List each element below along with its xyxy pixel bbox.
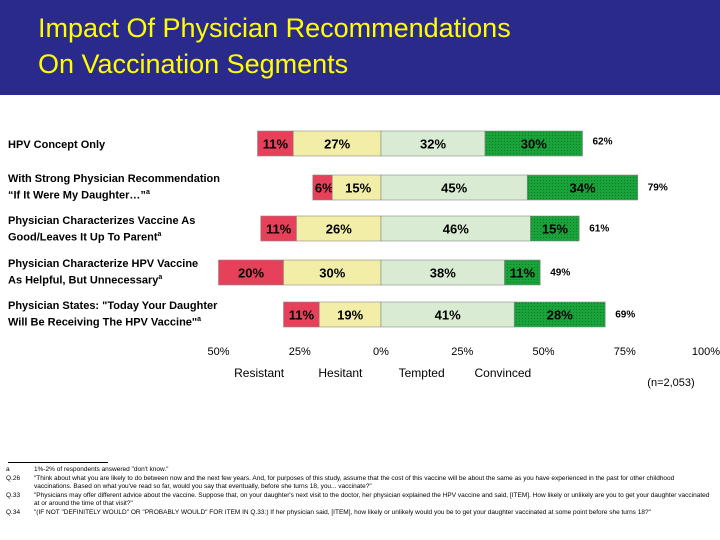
bar-convinced-row-5 xyxy=(513,301,606,328)
data-label-hesitant-row-1: 27% xyxy=(324,137,350,152)
data-label-hesitant-row-2: 15% xyxy=(345,181,371,196)
data-label-resistant-row-2: 6% xyxy=(315,181,334,196)
data-label-tempted-row-3: 46% xyxy=(443,222,469,237)
title-banner xyxy=(0,0,720,95)
row-label-4-sup: a xyxy=(158,274,163,281)
data-label-convinced-row-4: 11% xyxy=(510,266,536,281)
title-line-1: Impact Of Physician Recommendations xyxy=(38,13,511,43)
data-label-hesitant-row-5: 19% xyxy=(337,308,363,323)
data-label-tempted-row-2: 45% xyxy=(441,181,467,196)
row-label-1-line1: HPV Concept Only xyxy=(8,139,106,151)
axis-tick-4: 25% xyxy=(451,346,473,358)
data-label-convinced-row-3: 15% xyxy=(542,222,568,237)
footnote-key: Q.34 xyxy=(6,508,21,516)
data-label-tempted-row-5: 41% xyxy=(435,308,461,323)
bar-hesitant-row-3 xyxy=(296,215,382,242)
row-label-2-sup: a xyxy=(145,189,150,196)
data-label-convinced-row-5: 28% xyxy=(547,308,573,323)
title-line-2: On Vaccination Segments xyxy=(38,49,349,79)
bar-resistant-row-4 xyxy=(218,259,284,286)
row-label-4: Physician Characterize HPV Vaccine As He… xyxy=(8,257,198,288)
row-label-4-line2: As Helpful, But Unnecessary xyxy=(8,274,159,287)
bar-tempted-row-2 xyxy=(380,174,528,201)
diverging-bar-chart: 11% 27% 32% 30% 62% 6% 15% 45% 34% 79% 11% 26% 46% 15… xyxy=(207,130,720,389)
total-label-row-5: 69% xyxy=(615,310,635,321)
bar-convinced-row-4 xyxy=(504,259,541,286)
row-label-3-line1: Physician Characterizes Vaccine As xyxy=(8,215,196,227)
footnote-q34: Q.34 "(IF NOT "DEFINITELY WOULD" OR "PRO… xyxy=(6,509,712,518)
row-label-3-sup: a xyxy=(157,231,162,238)
data-label-resistant-row-3: 11% xyxy=(266,222,292,237)
bar-tempted-row-1 xyxy=(380,130,486,157)
bar-convinced-row-3 xyxy=(530,215,580,242)
footnote-text: "Think about what you are likely to do b… xyxy=(34,474,675,491)
footnote-q26: Q.26 "Think about what you are likely to… xyxy=(6,475,712,492)
total-label-row-1: 62% xyxy=(593,137,613,148)
row-label-5: Physician States: "Today Your Daughter W… xyxy=(8,299,217,330)
bar-tempted-row-5 xyxy=(380,301,515,328)
axis-tick-3: 0% xyxy=(373,346,389,358)
axis-tick-7: 100% xyxy=(692,346,720,358)
row-label-5-line2: Will Be Receiving The HPV Vaccine" xyxy=(8,316,198,329)
footnote-a: a 1%-2% of respondents answered "don't k… xyxy=(6,466,712,475)
total-label-row-2: 79% xyxy=(648,183,668,194)
axis-tick-5: 50% xyxy=(532,346,554,358)
footnote-text: 1%-2% of respondents answered "don't kno… xyxy=(34,466,169,473)
footnote-text: "(IF NOT "DEFINITELY WOULD" OR "PROBABLY… xyxy=(34,508,651,516)
bar-tempted-row-4 xyxy=(380,259,505,286)
row-label-4-line1: Physician Characterize HPV Vaccine xyxy=(8,258,199,270)
page-title: Impact Of Physician Recommendations On V… xyxy=(38,10,511,82)
data-label-tempted-row-4: 38% xyxy=(430,266,456,281)
sample-size-label: (n=2,053) xyxy=(647,377,694,389)
footnote-key: Q.33 xyxy=(6,491,21,499)
data-label-convinced-row-1: 30% xyxy=(521,137,547,152)
segment-label-resistant: Resistant xyxy=(234,366,285,380)
data-label-resistant-row-1: 11% xyxy=(263,137,289,152)
row-label-3-line2: Good/Leaves It Up To Parent xyxy=(8,231,158,244)
segment-label-hesitant: Hesitant xyxy=(318,366,363,380)
total-label-row-4: 49% xyxy=(550,268,570,279)
footnote-key: a xyxy=(6,466,10,473)
bar-resistant-row-5 xyxy=(283,301,320,328)
bar-hesitant-row-2 xyxy=(331,174,382,201)
footnotes: a 1%-2% of respondents answered "don't k… xyxy=(6,466,712,517)
row-label-5-line1: Physician States: "Today Your Daughter xyxy=(8,300,218,312)
data-label-hesitant-row-3: 26% xyxy=(326,222,352,237)
axis-tick-2: 25% xyxy=(289,346,311,358)
bar-convinced-row-2 xyxy=(526,174,639,201)
footnote-rule xyxy=(8,462,108,463)
footnote-key: Q.26 xyxy=(6,474,21,482)
total-label-row-3: 61% xyxy=(589,224,609,235)
bar-convinced-row-1 xyxy=(484,130,583,157)
data-label-convinced-row-2: 34% xyxy=(569,181,595,196)
data-label-tempted-row-1: 32% xyxy=(420,137,446,152)
row-label-1: HPV Concept Only xyxy=(8,138,105,152)
bar-resistant-row-3 xyxy=(260,215,297,242)
bar-tempted-row-3 xyxy=(380,215,531,242)
row-label-5-sup: a xyxy=(197,316,202,323)
footnote-text: "Physicians may offer different advice a… xyxy=(34,491,710,508)
axis-tick-6: 75% xyxy=(614,346,636,358)
row-label-3: Physician Characterizes Vaccine As Good/… xyxy=(8,214,195,245)
row-label-2-line2: “If It Were My Daughter…” xyxy=(8,189,146,202)
bar-hesitant-row-1 xyxy=(292,130,382,157)
footnote-q33: Q.33 "Physicians may offer different adv… xyxy=(6,492,712,509)
row-label-2: With Strong Physician Recommendation “If… xyxy=(8,172,220,203)
bar-hesitant-row-5 xyxy=(318,301,382,328)
axis-tick-1: 50% xyxy=(207,346,229,358)
segment-label-convinced: Convinced xyxy=(475,366,532,380)
segment-label-tempted: Tempted xyxy=(399,366,445,380)
data-label-hesitant-row-4: 30% xyxy=(319,266,345,281)
data-label-resistant-row-5: 11% xyxy=(289,308,315,323)
data-label-resistant-row-4: 20% xyxy=(238,266,264,281)
row-label-2-line1: With Strong Physician Recommendation xyxy=(8,173,220,185)
bar-hesitant-row-4 xyxy=(283,259,382,286)
